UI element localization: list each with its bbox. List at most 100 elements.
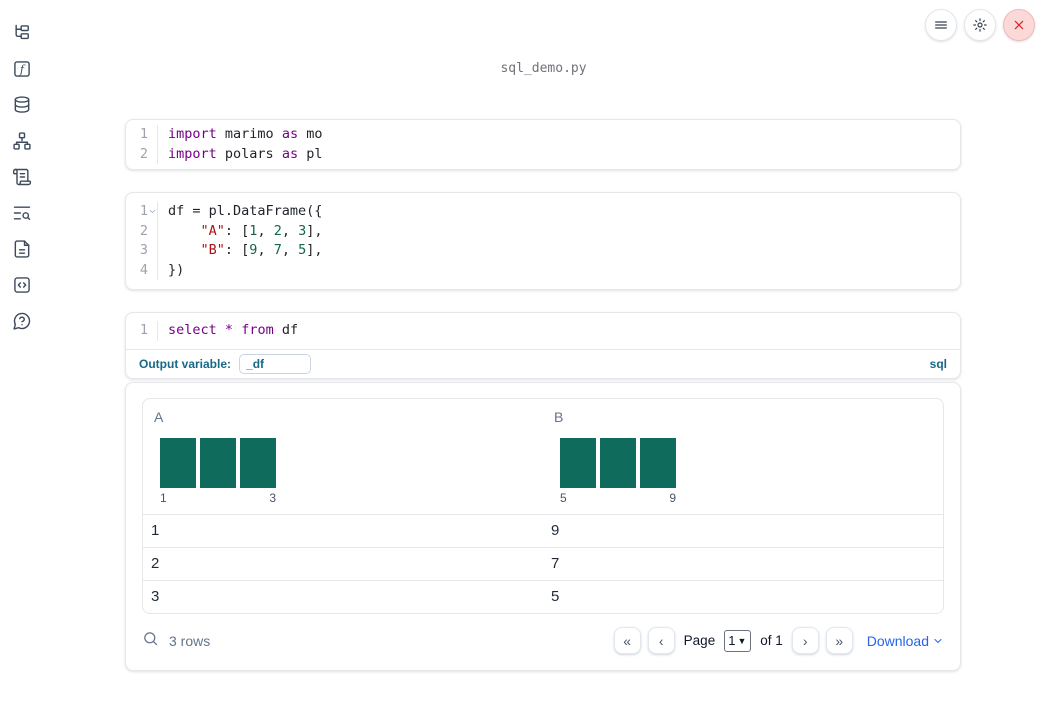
chevron-down-icon [934, 638, 942, 643]
line-number: 3 [126, 241, 158, 261]
topbar-actions [925, 9, 1035, 41]
chevrons-right-icon: » [835, 632, 844, 649]
histogram-bar [240, 437, 276, 488]
code-cell-imports[interactable]: 1 import marimo as mo 2 import polars as pl [125, 119, 961, 170]
shutdown-button[interactable] [1003, 9, 1035, 41]
code-text: select * from df [168, 322, 299, 338]
code-text: import polars as pl [168, 145, 323, 162]
next-page-button[interactable]: › [791, 627, 819, 654]
sql-output-area: A 1 3 B 5 9 [125, 381, 961, 671]
table-cell: 3 [151, 588, 160, 605]
documentation-icon[interactable] [12, 239, 32, 259]
hamburger-menu-icon [935, 21, 947, 29]
table-cell: 1 [151, 522, 160, 539]
histogram-max-label: 9 [669, 490, 676, 505]
page-label: Page [683, 633, 716, 648]
function-variables-icon[interactable]: f [12, 59, 32, 79]
code-line[interactable]: 2 import polars as pl [126, 144, 960, 164]
file-tree-icon[interactable] [12, 23, 32, 43]
chevron-left-icon: ‹ [658, 632, 664, 649]
code-line[interactable]: 1 import marimo as mo [126, 125, 960, 145]
table-footer: 3 rows « ‹ Page 1 ▼ of 1 › » Download [142, 623, 944, 659]
search-icon[interactable] [142, 630, 159, 652]
line-number: 2 [126, 144, 158, 164]
code-text: import marimo as mo [168, 126, 323, 142]
snippets-code-icon[interactable] [12, 275, 32, 295]
gear-icon [973, 18, 987, 32]
output-variable-label: Output variable: [139, 356, 232, 371]
table-cell: 2 [151, 555, 160, 572]
help-chat-icon[interactable] [12, 311, 32, 331]
column-header-a[interactable]: A 1 3 [143, 409, 543, 514]
close-x-icon [1014, 20, 1024, 30]
column-histogram: 5 9 [560, 437, 676, 514]
sql-cell[interactable]: 1 select * from df Output variable: sql [125, 312, 961, 379]
histogram-bar [560, 437, 596, 488]
column-name: A [154, 408, 164, 425]
row-count: 3 rows [169, 632, 211, 649]
table-header: A 1 3 B 5 9 [143, 399, 943, 514]
histogram-bar [200, 437, 236, 488]
histogram-axis-labels: 5 9 [560, 491, 676, 514]
sql-meta-row: Output variable: sql [126, 350, 960, 378]
code-text: "A": [1, 2, 3], [200, 222, 323, 239]
download-label: Download [866, 632, 929, 649]
sql-editor[interactable]: 1 select * from df [126, 313, 960, 350]
dataframe-table: A 1 3 B 5 9 [142, 397, 944, 614]
line-number: 1 [126, 125, 158, 145]
scroll-log-icon[interactable] [12, 167, 32, 187]
histogram-bar [640, 437, 676, 488]
histogram-bars [560, 437, 676, 488]
first-page-button[interactable]: « [613, 627, 641, 654]
database-icon[interactable] [12, 95, 32, 115]
column-name: B [554, 408, 564, 425]
code-line[interactable]: 2 "A": [1, 2, 3], [126, 221, 960, 241]
column-histogram: 1 3 [160, 437, 276, 514]
code-text: df = pl.DataFrame({ [168, 203, 323, 219]
page-select-value: 1 [728, 633, 736, 648]
histogram-axis-labels: 1 3 [160, 491, 276, 514]
line-number: 1 [126, 202, 158, 222]
page-select[interactable]: 1 ▼ [724, 629, 752, 652]
histogram-max-label: 3 [269, 490, 276, 505]
hamburger-menu-button[interactable] [925, 9, 957, 41]
code-editor[interactable]: 1 df = pl.DataFrame({2 "A": [1, 2, 3], 3 "… [126, 193, 960, 289]
table-cell: 9 [551, 522, 560, 539]
line-number: 4 [126, 260, 158, 280]
svg-text:f: f [19, 63, 26, 76]
code-line[interactable]: 1 df = pl.DataFrame({ [126, 202, 960, 222]
page-of-label: of 1 [760, 633, 783, 648]
code-line[interactable]: 4}) [126, 260, 960, 280]
code-cell-dataframe[interactable]: 1 df = pl.DataFrame({2 "A": [1, 2, 3], 3 "… [125, 192, 961, 290]
language-badge: sql [929, 356, 947, 371]
histogram-min-label: 1 [160, 490, 167, 505]
settings-button[interactable] [964, 9, 996, 41]
code-text: }) [168, 261, 185, 278]
histogram-bar [160, 437, 196, 488]
histogram-bar [600, 437, 636, 488]
histogram-bars [160, 437, 276, 488]
text-search-icon[interactable] [12, 203, 32, 223]
output-variable-input[interactable] [239, 353, 312, 374]
code-line[interactable]: 3 "B": [9, 7, 5], [126, 241, 960, 261]
prev-page-button[interactable]: ‹ [647, 627, 675, 654]
column-header-b[interactable]: B 5 9 [543, 409, 943, 514]
line-number: 1 [126, 321, 158, 341]
helper-panel-sidebar: f [0, 0, 44, 713]
last-page-button[interactable]: » [825, 627, 853, 654]
chevron-down-icon: ▼ [737, 635, 747, 646]
download-button[interactable]: Download [867, 633, 944, 649]
table-cell: 7 [551, 555, 560, 572]
code-line[interactable]: 1 select * from df [126, 321, 960, 341]
dependency-graph-icon[interactable] [12, 131, 32, 151]
notebook-filename: sql_demo.py [500, 61, 587, 76]
pagination: « ‹ Page 1 ▼ of 1 › » [613, 627, 853, 654]
code-editor[interactable]: 1 import marimo as mo 2 import polars as pl [126, 120, 960, 169]
chevron-right-icon: › [802, 632, 808, 649]
fold-chevron-icon[interactable] [148, 206, 157, 220]
line-number: 2 [126, 221, 158, 241]
